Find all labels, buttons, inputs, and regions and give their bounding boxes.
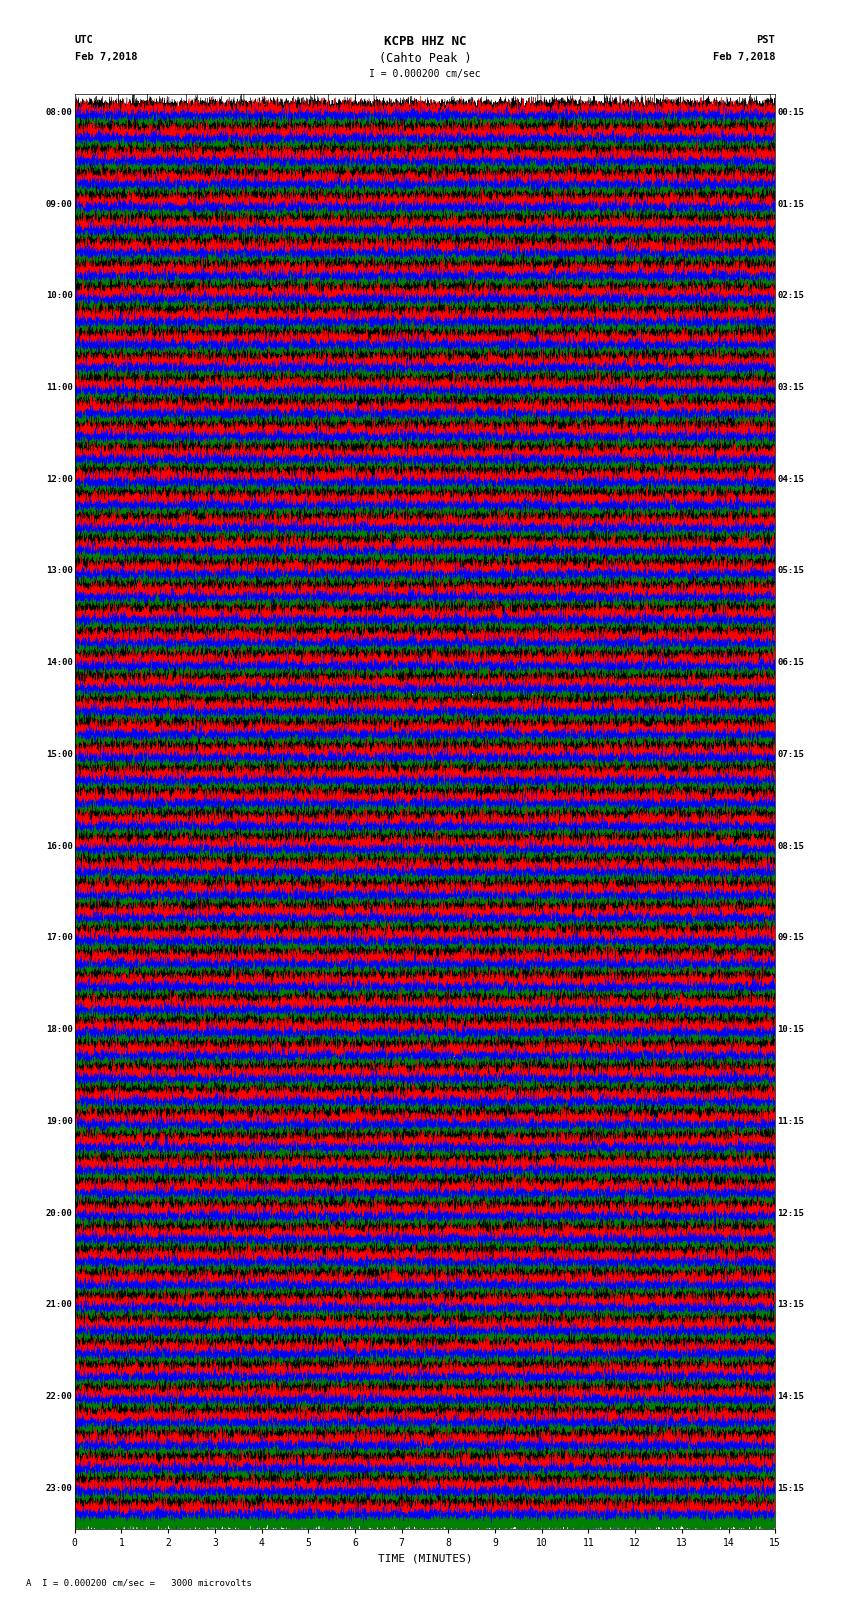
Text: 07:15: 07:15 bbox=[777, 750, 804, 758]
Text: 03:15: 03:15 bbox=[777, 382, 804, 392]
Text: Feb 7,2018: Feb 7,2018 bbox=[712, 52, 775, 61]
Text: 22:00: 22:00 bbox=[46, 1392, 73, 1402]
Text: 09:15: 09:15 bbox=[777, 934, 804, 942]
Text: 18:00: 18:00 bbox=[46, 1026, 73, 1034]
Text: KCPB HHZ NC: KCPB HHZ NC bbox=[383, 35, 467, 48]
Text: 15:15: 15:15 bbox=[777, 1484, 804, 1492]
Text: 12:15: 12:15 bbox=[777, 1208, 804, 1218]
Text: 13:15: 13:15 bbox=[777, 1300, 804, 1310]
Text: 20:00: 20:00 bbox=[46, 1208, 73, 1218]
Text: 14:15: 14:15 bbox=[777, 1392, 804, 1402]
Text: 11:00: 11:00 bbox=[46, 382, 73, 392]
Text: 06:15: 06:15 bbox=[777, 658, 804, 668]
Text: 15:00: 15:00 bbox=[46, 750, 73, 758]
Text: 23:00: 23:00 bbox=[46, 1484, 73, 1492]
Text: 21:00: 21:00 bbox=[46, 1300, 73, 1310]
Text: PST: PST bbox=[756, 35, 775, 45]
Text: 05:15: 05:15 bbox=[777, 566, 804, 576]
Text: A  I = 0.000200 cm/sec =   3000 microvolts: A I = 0.000200 cm/sec = 3000 microvolts bbox=[26, 1578, 252, 1587]
Text: 00:15: 00:15 bbox=[777, 108, 804, 116]
Text: I = 0.000200 cm/sec: I = 0.000200 cm/sec bbox=[369, 69, 481, 79]
Text: 02:15: 02:15 bbox=[777, 292, 804, 300]
Text: 09:00: 09:00 bbox=[46, 200, 73, 208]
Text: 14:00: 14:00 bbox=[46, 658, 73, 668]
Text: 19:00: 19:00 bbox=[46, 1116, 73, 1126]
Text: UTC: UTC bbox=[75, 35, 94, 45]
Text: 08:00: 08:00 bbox=[46, 108, 73, 116]
Text: 16:00: 16:00 bbox=[46, 842, 73, 850]
Text: 13:00: 13:00 bbox=[46, 566, 73, 576]
Text: 12:00: 12:00 bbox=[46, 474, 73, 484]
Text: (Cahto Peak ): (Cahto Peak ) bbox=[379, 52, 471, 65]
X-axis label: TIME (MINUTES): TIME (MINUTES) bbox=[377, 1553, 473, 1563]
Text: 17:00: 17:00 bbox=[46, 934, 73, 942]
Text: 08:15: 08:15 bbox=[777, 842, 804, 850]
Text: 04:15: 04:15 bbox=[777, 474, 804, 484]
Text: 11:15: 11:15 bbox=[777, 1116, 804, 1126]
Text: 01:15: 01:15 bbox=[777, 200, 804, 208]
Text: 10:00: 10:00 bbox=[46, 292, 73, 300]
Text: Feb 7,2018: Feb 7,2018 bbox=[75, 52, 138, 61]
Text: 10:15: 10:15 bbox=[777, 1026, 804, 1034]
